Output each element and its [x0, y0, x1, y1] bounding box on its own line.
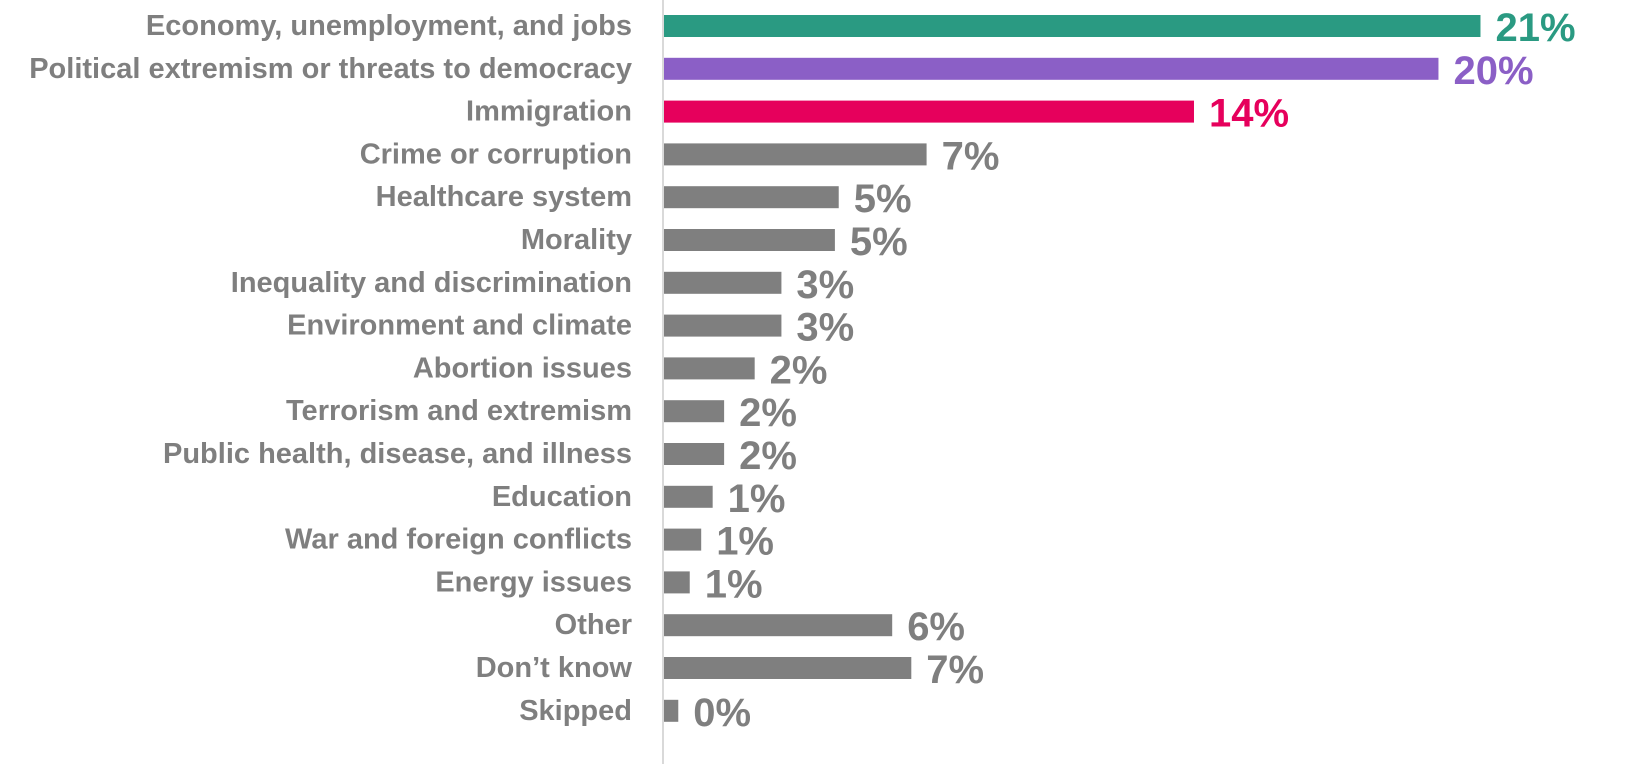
bar: [663, 443, 725, 465]
bar: [663, 357, 755, 380]
value-label: 7%: [926, 648, 984, 692]
value-label: 5%: [850, 220, 908, 264]
category-label: Don’t know: [476, 652, 633, 684]
bar: [663, 57, 1439, 80]
bar: [663, 186, 839, 209]
category-label: Crime or corruption: [360, 138, 632, 170]
category-label: Economy, unemployment, and jobs: [146, 10, 632, 42]
category-label: Political extremism or threats to democr…: [29, 53, 632, 85]
category-label: Other: [555, 609, 632, 641]
value-label: 1%: [705, 562, 763, 606]
category-label: Environment and climate: [287, 310, 632, 342]
category-label: Abortion issues: [413, 352, 632, 384]
category-label: Healthcare system: [376, 181, 632, 213]
bar: [663, 271, 782, 294]
value-label: 5%: [854, 177, 912, 221]
value-label: 6%: [907, 605, 965, 649]
category-labels: Economy, unemployment, and jobs Political…: [29, 10, 632, 727]
bars: [663, 15, 1481, 722]
category-label: War and foreign conflicts: [285, 524, 632, 556]
bar: [663, 614, 893, 637]
value-label: 20%: [1453, 49, 1533, 93]
category-label: Inequality and discrimination: [231, 267, 632, 299]
value-label: 2%: [739, 434, 797, 478]
category-label: Education: [492, 481, 632, 513]
bar: [663, 699, 679, 722]
bar: [663, 657, 912, 679]
bar: [663, 571, 690, 594]
bar: [663, 100, 1194, 123]
value-label: 14%: [1209, 92, 1289, 136]
bar: [663, 400, 725, 423]
value-label: 0%: [693, 691, 751, 735]
value-label: 2%: [739, 391, 797, 435]
value-label: 1%: [716, 520, 774, 564]
value-label: 1%: [728, 477, 786, 521]
value-labels: 21%20%14%7%5%5%3%3%2%2%2%1%1%1%6%7%0%: [693, 6, 1575, 735]
category-label: Immigration: [466, 96, 632, 128]
bar: [663, 229, 835, 251]
bar: [663, 314, 782, 337]
value-label: 21%: [1495, 6, 1575, 50]
value-label: 7%: [942, 134, 1000, 178]
value-label: 3%: [796, 263, 854, 307]
category-label: Terrorism and extremism: [286, 395, 632, 427]
value-label: 3%: [796, 306, 854, 350]
category-label: Energy issues: [435, 566, 632, 598]
bar: [663, 15, 1481, 37]
bar: [663, 528, 702, 551]
value-label: 2%: [770, 348, 828, 392]
category-label: Public health, disease, and illness: [163, 438, 632, 470]
bar: [663, 485, 713, 508]
category-label: Morality: [521, 224, 632, 256]
bar: [663, 143, 927, 166]
category-label: Skipped: [519, 695, 632, 727]
